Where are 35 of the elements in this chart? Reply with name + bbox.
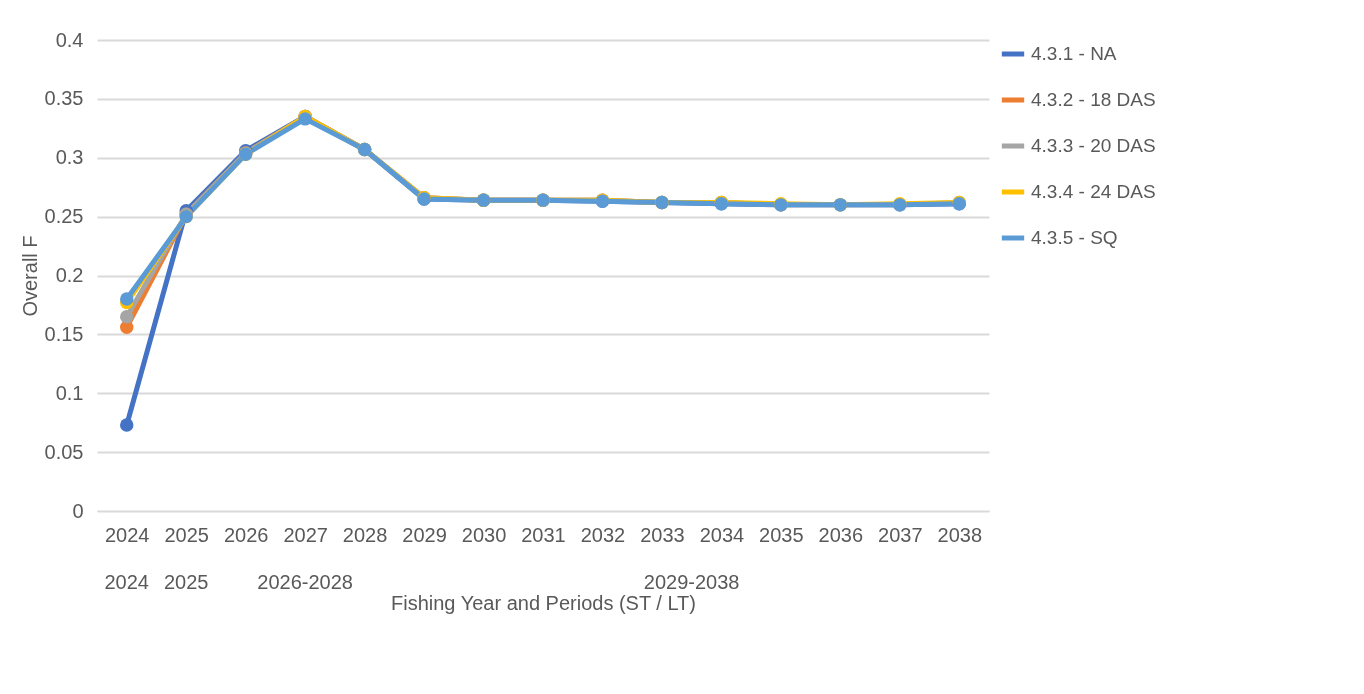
legend-label: 4.3.4 - 24 DAS <box>1031 181 1156 202</box>
x-tick-label: 2025 <box>164 523 209 546</box>
x-tick-label: 2026 <box>223 523 269 546</box>
x-axis-title: Fishing Year and Periods (ST / LT) <box>391 591 696 614</box>
x-tick-label: 2029 <box>402 523 447 546</box>
x-tick-label: 2038 <box>937 523 983 546</box>
y-tick-label: 0.05 <box>44 440 84 463</box>
legend-label: 4.3.2 - 18 DAS <box>1031 89 1156 110</box>
y-tick-label: 0.1 <box>55 381 84 404</box>
x-tick-label: 2035 <box>759 523 804 546</box>
y-tick-label: 0 <box>72 499 84 522</box>
x-tick-label: 2028 <box>342 523 388 546</box>
x-tick-label: 2032 <box>580 523 626 546</box>
x-tick-label: 2024 <box>104 523 150 546</box>
legend-label: 4.3.3 - 20 DAS <box>1031 135 1156 156</box>
legend-label: 4.3.5 - SQ <box>1031 227 1118 248</box>
legend-label: 4.3.1 - NA <box>1031 43 1117 64</box>
x-tick-label: 2030 <box>461 523 507 546</box>
text: 2025 <box>163 571 209 593</box>
x-tick-label: 2027 <box>283 523 328 546</box>
y-tick-label: 0.35 <box>44 87 84 110</box>
y-tick-label: 0.25 <box>44 205 84 228</box>
text: 2024 <box>104 571 149 593</box>
x-tick-label: 2037 <box>878 523 923 546</box>
text: 2026-2028 <box>257 571 353 593</box>
x-tick-label: 2036 <box>818 523 864 546</box>
y-axis-title: Overall F <box>18 235 41 317</box>
x-tick-label: 2031 <box>521 523 566 546</box>
text: 2029-2038 <box>643 571 740 593</box>
y-tick-label: 0.3 <box>55 146 84 169</box>
x-tick-label: 2034 <box>699 523 745 546</box>
y-tick-label: 0.4 <box>55 28 84 51</box>
x-tick-label: 2033 <box>640 523 685 546</box>
y-tick-label: 0.2 <box>55 264 84 286</box>
y-tick-label: 0.15 <box>44 322 84 345</box>
